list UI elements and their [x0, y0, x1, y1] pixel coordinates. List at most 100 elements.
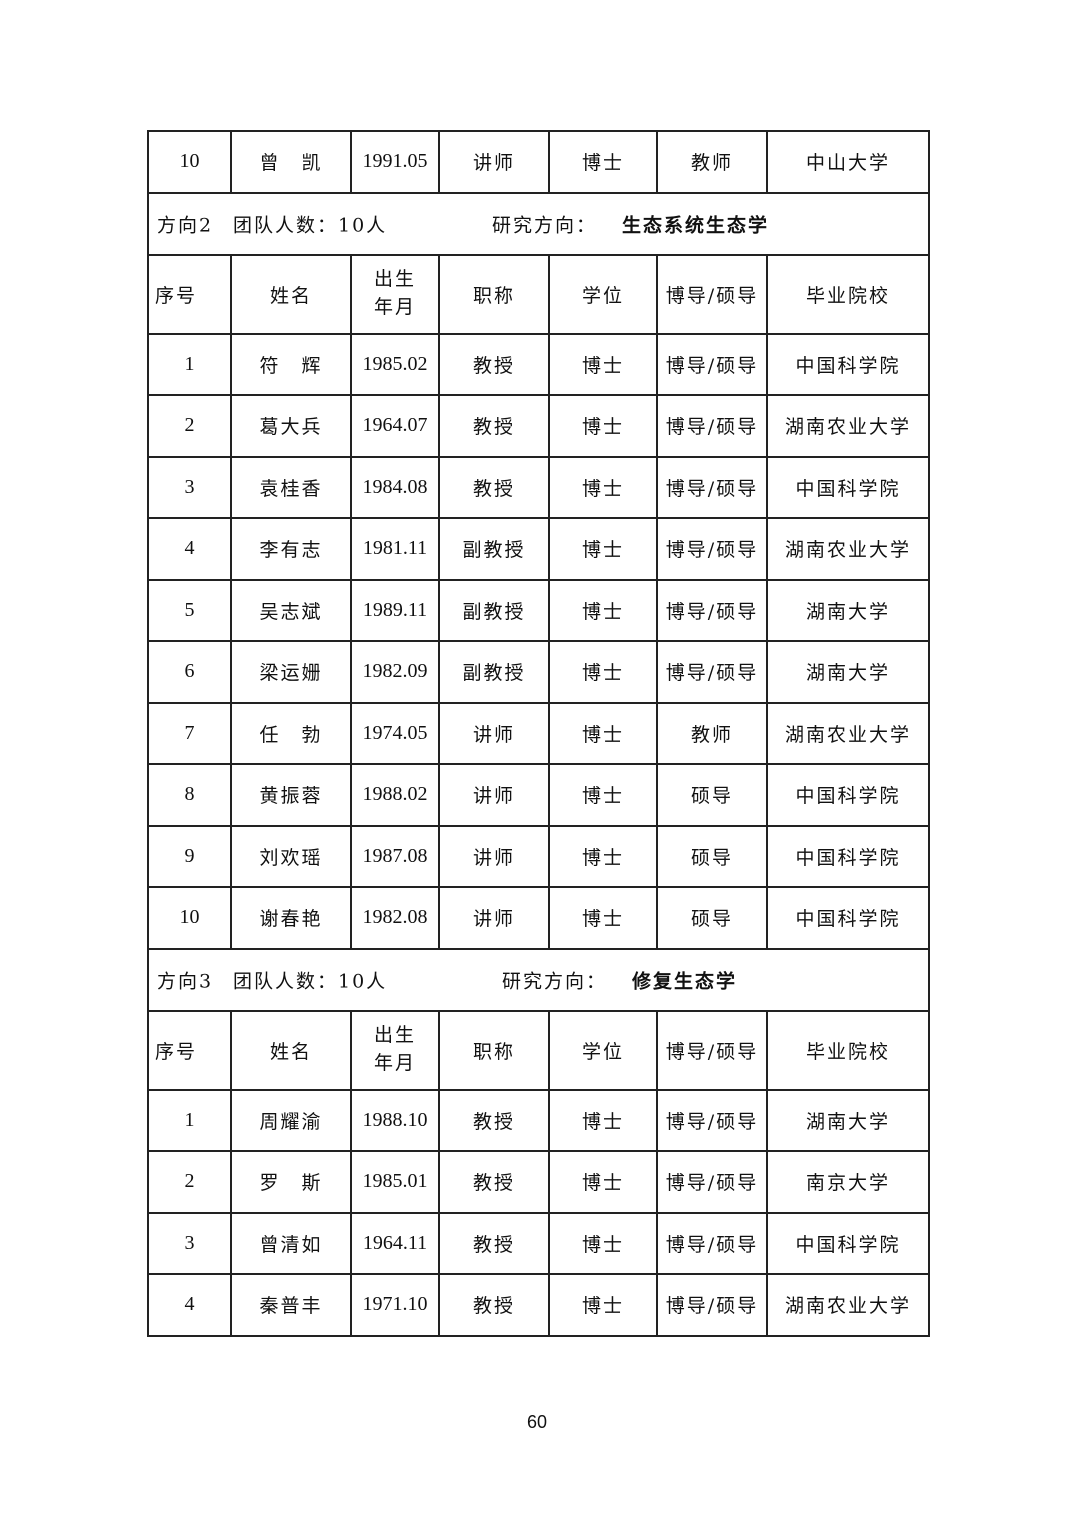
- title-cell: 副教授: [438, 640, 550, 704]
- title-cell: 讲师: [438, 763, 550, 827]
- table-row: 1 周耀渝 1988.10 教授 博士 博导/硕导 湖南大学: [147, 1088, 930, 1152]
- name-cell: 刘欢瑶: [230, 824, 352, 888]
- table-row: 10 谢春艳 1982.08 讲师 博士 硕导 中国科学院: [147, 886, 930, 950]
- page-number: 60: [526, 1412, 548, 1432]
- table-row: 3 曾清如 1964.11 教授 博士 博导/硕导 中国科学院: [147, 1211, 930, 1275]
- index-cell: 5: [147, 578, 232, 642]
- degree-cell: 博士: [548, 455, 658, 519]
- research-label: 研究方向：: [492, 214, 598, 236]
- column-header: 学位: [548, 253, 658, 335]
- birth-cell: 1964.07: [350, 394, 440, 458]
- birth-cell: 1982.08: [350, 886, 440, 950]
- supervisor-cell: 硕导: [656, 886, 768, 950]
- index-cell: 4: [147, 1273, 232, 1337]
- school-cell: 湖南大学: [766, 578, 930, 642]
- name-cell: 符 辉: [230, 332, 352, 396]
- name-cell: 任 勃: [230, 701, 352, 765]
- index-cell: 1: [147, 1088, 232, 1152]
- name-cell: 谢春艳: [230, 886, 352, 950]
- index-cell: 2: [147, 394, 232, 458]
- column-header: 博导/硕导: [656, 1009, 768, 1091]
- supervisor-cell: 博导/硕导: [656, 1088, 768, 1152]
- title-cell: 教授: [438, 394, 550, 458]
- school-cell: 南京大学: [766, 1150, 930, 1214]
- title-cell: 教授: [438, 1211, 550, 1275]
- birth-cell: 1981.11: [350, 517, 440, 581]
- birth-cell: 1985.02: [350, 332, 440, 396]
- table-row: 4 秦普丰 1971.10 教授 博士 博导/硕导 湖南农业大学: [147, 1273, 930, 1337]
- school-cell: 湖南大学: [766, 1088, 930, 1152]
- supervisor-cell: 博导/硕导: [656, 332, 768, 396]
- index-cell: 1: [147, 332, 232, 396]
- name-cell: 曾 凯: [230, 130, 352, 194]
- school-cell: 湖南农业大学: [766, 394, 930, 458]
- name-cell: 罗 斯: [230, 1150, 352, 1214]
- title-cell: 教授: [438, 332, 550, 396]
- degree-cell: 博士: [548, 1088, 658, 1152]
- degree-cell: 博士: [548, 763, 658, 827]
- table-row: 9 刘欢瑶 1987.08 讲师 博士 硕导 中国科学院: [147, 824, 930, 888]
- column-header: 毕业院校: [766, 253, 930, 335]
- birth-cell: 1985.01: [350, 1150, 440, 1214]
- name-cell: 吴志斌: [230, 578, 352, 642]
- degree-cell: 博士: [548, 1211, 658, 1275]
- table-row: 6 梁运姗 1982.09 副教授 博士 博导/硕导 湖南大学: [147, 640, 930, 704]
- direction-label: 方向3: [157, 970, 214, 992]
- supervisor-cell: 教师: [656, 701, 768, 765]
- degree-cell: 博士: [548, 824, 658, 888]
- birth-cell: 1974.05: [350, 701, 440, 765]
- school-cell: 中国科学院: [766, 763, 930, 827]
- supervisor-cell: 硕导: [656, 763, 768, 827]
- supervisor-cell: 博导/硕导: [656, 517, 768, 581]
- column-header: 职称: [438, 253, 550, 335]
- birth-cell: 1971.10: [350, 1273, 440, 1337]
- birth-cell: 1964.11: [350, 1211, 440, 1275]
- team-size: 团队人数：10人: [233, 970, 388, 992]
- degree-cell: 博士: [548, 886, 658, 950]
- index-cell: 3: [147, 1211, 232, 1275]
- column-header: 毕业院校: [766, 1009, 930, 1091]
- column-header: 博导/硕导: [656, 253, 768, 335]
- degree-cell: 博士: [548, 1150, 658, 1214]
- school-cell: 湖南农业大学: [766, 1273, 930, 1337]
- degree-cell: 博士: [548, 701, 658, 765]
- school-cell: 湖南农业大学: [766, 701, 930, 765]
- section-info: 方向2 团队人数：10人 研究方向： 生态系统生态学: [147, 191, 930, 256]
- title-cell: 讲师: [438, 886, 550, 950]
- index-cell: 3: [147, 455, 232, 519]
- birth-cell: 1988.10: [350, 1088, 440, 1152]
- table-row: 4 李有志 1981.11 副教授 博士 博导/硕导 湖南农业大学: [147, 517, 930, 581]
- direction-label: 方向2: [157, 214, 214, 236]
- index-cell: 10: [147, 130, 232, 194]
- degree-cell: 博士: [548, 517, 658, 581]
- title-cell: 副教授: [438, 517, 550, 581]
- column-header-row: 序号 姓名 出生年月 职称 学位 博导/硕导 毕业院校: [147, 1009, 930, 1091]
- name-cell: 秦普丰: [230, 1273, 352, 1337]
- section-header-row: 方向3 团队人数：10人 研究方向： 修复生态学: [147, 947, 930, 1012]
- title-cell: 教授: [438, 1273, 550, 1337]
- birth-cell: 1984.08: [350, 455, 440, 519]
- title-cell: 副教授: [438, 578, 550, 642]
- degree-cell: 博士: [548, 130, 658, 194]
- supervisor-cell: 博导/硕导: [656, 455, 768, 519]
- column-header: 出生年月: [350, 253, 440, 335]
- index-cell: 7: [147, 701, 232, 765]
- school-cell: 中国科学院: [766, 1211, 930, 1275]
- supervisor-cell: 博导/硕导: [656, 1211, 768, 1275]
- school-cell: 中国科学院: [766, 824, 930, 888]
- name-cell: 周耀渝: [230, 1088, 352, 1152]
- supervisor-cell: 博导/硕导: [656, 1150, 768, 1214]
- table-row: 8 黄振蓉 1988.02 讲师 博士 硕导 中国科学院: [147, 763, 930, 827]
- table-row: 2 葛大兵 1964.07 教授 博士 博导/硕导 湖南农业大学: [147, 394, 930, 458]
- column-header: 姓名: [230, 253, 352, 335]
- supervisor-cell: 博导/硕导: [656, 394, 768, 458]
- school-cell: 湖南大学: [766, 640, 930, 704]
- index-cell: 6: [147, 640, 232, 704]
- table-row: 3 袁桂香 1984.08 教授 博士 博导/硕导 中国科学院: [147, 455, 930, 519]
- section-info: 方向3 团队人数：10人 研究方向： 修复生态学: [147, 947, 930, 1012]
- index-cell: 9: [147, 824, 232, 888]
- column-header: 序号: [147, 1009, 232, 1091]
- column-header-row: 序号 姓名 出生年月 职称 学位 博导/硕导 毕业院校: [147, 253, 930, 335]
